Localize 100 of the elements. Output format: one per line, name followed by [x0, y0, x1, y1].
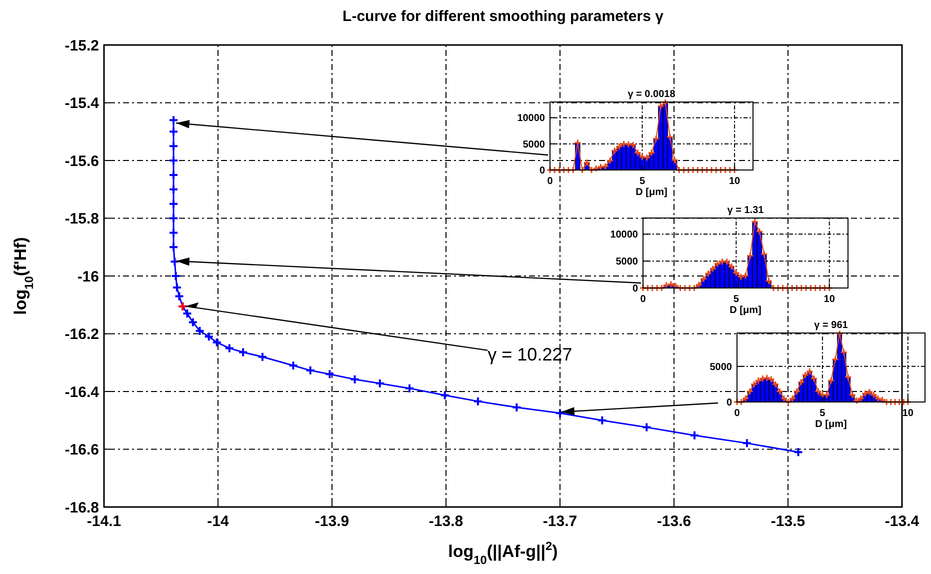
point	[662, 98, 670, 106]
y-tick-label: 0	[632, 284, 638, 294]
y-tick-label: 10000	[517, 113, 546, 124]
x-tick-label: 0	[547, 176, 554, 187]
point	[857, 394, 865, 402]
point	[776, 388, 784, 396]
x-tick-label: 0	[734, 408, 740, 419]
point	[746, 388, 754, 396]
x-tick-label: -13.6	[656, 513, 692, 530]
point	[690, 430, 700, 440]
point	[832, 356, 840, 364]
point	[606, 156, 614, 164]
point	[305, 365, 316, 376]
point	[756, 228, 764, 236]
point	[648, 148, 656, 156]
point	[797, 378, 805, 386]
point	[714, 260, 722, 268]
point	[652, 134, 660, 142]
point	[170, 271, 181, 281]
point	[168, 198, 179, 209]
point	[592, 164, 600, 172]
point	[806, 368, 814, 376]
point	[602, 162, 610, 170]
point	[288, 360, 298, 371]
point	[763, 374, 771, 382]
point	[257, 352, 268, 362]
point	[827, 376, 835, 384]
x-tick-label: 5	[639, 176, 646, 187]
point	[866, 388, 874, 396]
y-tick-label: -16.2	[64, 326, 99, 343]
point	[656, 102, 664, 110]
x-tick-label: 10	[728, 176, 741, 187]
point	[700, 275, 708, 283]
point	[168, 228, 179, 238]
point	[574, 139, 582, 147]
point	[204, 332, 214, 342]
point	[168, 141, 179, 152]
x-tick-label: -13.5	[770, 513, 806, 530]
x-tick-label: 0	[640, 294, 646, 305]
x-tick-label: -13.9	[314, 513, 350, 530]
point	[512, 402, 522, 412]
point	[597, 415, 608, 426]
y-tick-label: -16	[77, 268, 99, 286]
point	[324, 369, 335, 380]
point	[746, 252, 754, 260]
point	[168, 156, 179, 166]
y-tick-label: -16.4	[64, 384, 100, 401]
point	[583, 158, 591, 166]
point	[374, 378, 385, 388]
point	[588, 166, 596, 174]
point	[793, 447, 804, 458]
point	[404, 383, 415, 394]
point	[615, 142, 623, 150]
x-axis-title: log$_{10}$(||Af-g||$^{2}$)	[448, 539, 558, 567]
x-tick-label: -13.7	[542, 513, 578, 530]
point	[742, 394, 750, 402]
point	[666, 133, 674, 141]
point	[174, 291, 184, 302]
point	[610, 146, 618, 154]
point	[822, 391, 830, 399]
point	[709, 264, 717, 272]
x-axis-title: D [μm]	[636, 187, 668, 198]
y-tick-label: -15.8	[64, 210, 99, 228]
y-tick-label: 5000	[616, 256, 638, 268]
point	[670, 156, 678, 164]
y-tick-label: -15.2	[64, 37, 99, 54]
point	[754, 376, 762, 384]
point	[578, 166, 586, 174]
x-tick-label: -13.8	[428, 513, 464, 530]
point	[350, 374, 360, 384]
point	[788, 394, 796, 402]
point	[168, 184, 179, 194]
point	[844, 373, 852, 381]
point	[742, 272, 750, 280]
y-tick-label: 5000	[522, 139, 546, 150]
point	[758, 374, 766, 382]
point	[440, 390, 450, 400]
point	[168, 126, 179, 137]
point	[224, 343, 234, 354]
point	[212, 337, 222, 348]
point	[750, 380, 758, 388]
chart-title: L-curve for different smoothing parameters γ	[342, 8, 664, 25]
point	[168, 242, 179, 252]
point	[642, 422, 652, 432]
x-tick-label: 10	[902, 408, 914, 419]
point	[472, 396, 483, 406]
y-tick-label: 0	[539, 166, 546, 176]
y-tick-label: -15.4	[64, 95, 100, 112]
x-tick-label: -13.4	[884, 513, 920, 530]
point	[168, 213, 179, 224]
point	[172, 282, 182, 293]
point	[751, 218, 759, 226]
point	[170, 256, 180, 267]
point	[168, 170, 179, 180]
point	[760, 250, 768, 258]
x-tick-label: -14	[207, 513, 230, 530]
point	[188, 317, 198, 328]
point	[704, 270, 712, 278]
point	[742, 438, 752, 448]
point	[238, 347, 248, 358]
